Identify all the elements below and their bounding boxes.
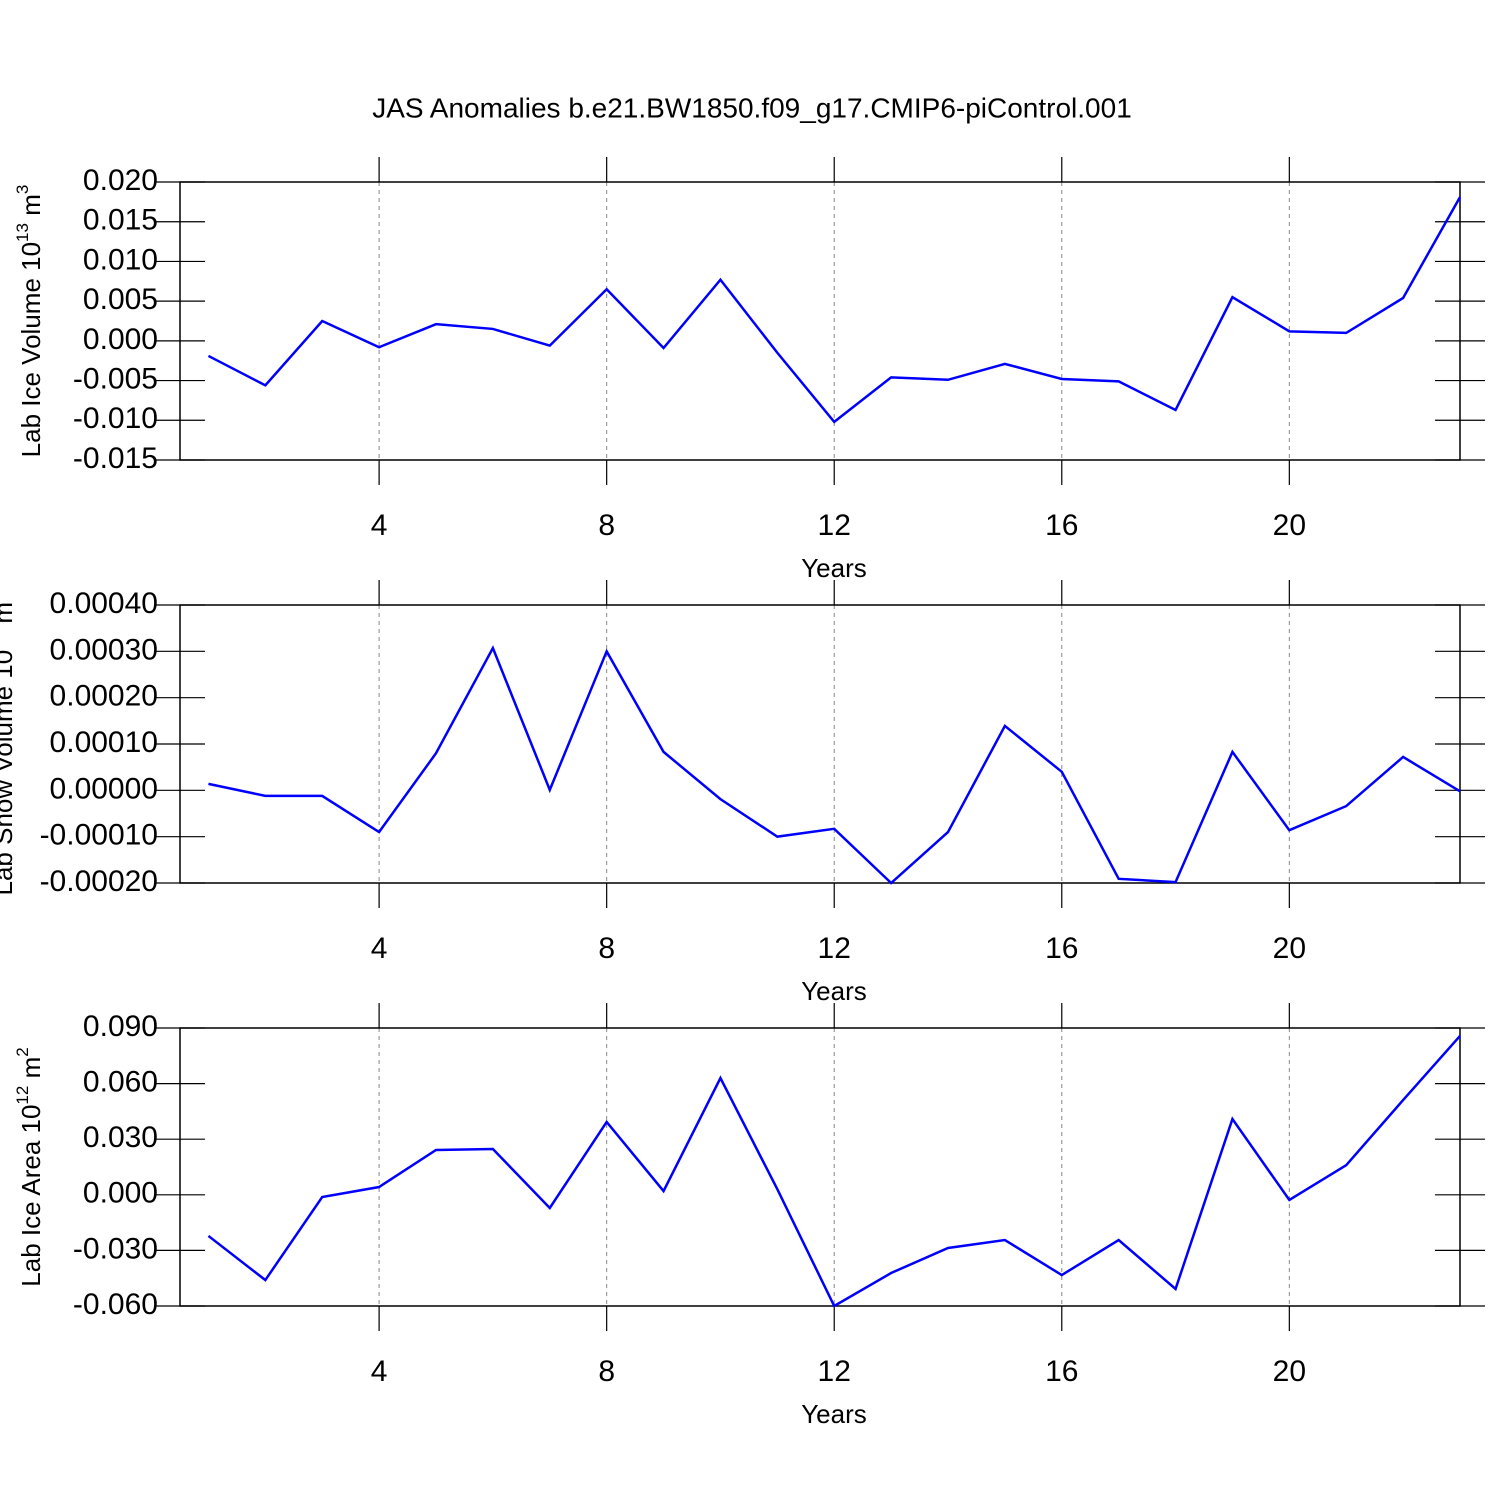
x-tick-label: 20: [1273, 509, 1306, 542]
y-tick-label: 0.000: [83, 323, 158, 356]
x-tick-label: 16: [1045, 509, 1078, 542]
panel: 4 8 12 16 20 -0.00020 -0.00010 0.00000 0.00010 0.…: [0, 580, 1485, 1006]
y-tick-label: -0.060: [73, 1288, 158, 1321]
y-tick-label: -0.00010: [40, 819, 158, 852]
x-axis-label: Years: [801, 553, 867, 583]
data-line: [207, 1035, 1461, 1308]
x-tick-label: 12: [818, 1355, 851, 1388]
y-tick-label: 0.010: [83, 243, 158, 276]
x-tick-label: 20: [1273, 932, 1306, 965]
y-label-text: m: [16, 194, 46, 223]
y-label-exponent: 3: [0, 592, 4, 601]
y-tick-label: 0.00030: [50, 633, 158, 666]
y-tick-label: 0.000: [83, 1177, 158, 1210]
y-label-exponent: 2: [13, 1047, 32, 1056]
x-tick-label: 16: [1045, 1355, 1078, 1388]
plot-frame: [179, 181, 1461, 461]
x-tick-label: 12: [818, 509, 851, 542]
y-tick-label: 0.00000: [50, 772, 158, 805]
y-label-exponent: 13: [0, 631, 4, 650]
x-tick-label: 4: [371, 932, 388, 965]
y-label-text: Lab Snow Volume 10: [0, 650, 18, 896]
y-tick-label: 0.00040: [50, 587, 158, 620]
y-axis-label: Lab Snow Volume 1013 m3: [0, 592, 18, 895]
y-label-text: m: [0, 602, 18, 631]
x-tick-label: 20: [1273, 1355, 1306, 1388]
x-tick-label: 8: [598, 509, 615, 542]
y-label-exponent: 3: [13, 185, 32, 194]
x-tick-label: 12: [818, 932, 851, 965]
y-tick-label: -0.010: [73, 402, 158, 435]
y-tick-label: 0.00010: [50, 726, 158, 759]
y-tick-label: 0.030: [83, 1121, 158, 1154]
chart-title: JAS Anomalies b.e21.BW1850.f09_g17.CMIP6…: [372, 92, 1132, 123]
plot-frame: [179, 1027, 1461, 1307]
y-axis-label: Lab Ice Area 1012 m2: [13, 1047, 46, 1286]
y-tick-label: -0.015: [73, 442, 158, 475]
x-tick-label: 4: [371, 509, 388, 542]
x-tick-label: 4: [371, 1355, 388, 1388]
x-axis-label: Years: [801, 1399, 867, 1429]
y-tick-label: 0.090: [83, 1010, 158, 1043]
y-axis-label: Lab Ice Volume 1013 m3: [13, 185, 46, 458]
y-tick-label: -0.00020: [40, 865, 158, 898]
y-label-text: m: [16, 1057, 46, 1086]
panel: 4 8 12 16 20 -0.060 -0.030 0.000 0.030 0.060 0.090…: [13, 1003, 1485, 1429]
y-tick-label: 0.060: [83, 1066, 158, 1099]
y-tick-label: 0.005: [83, 283, 158, 316]
x-tick-label: 16: [1045, 932, 1078, 965]
panel: 4 8 12 16 20 -0.015 -0.010 -0.005 0.000 0.005 0.01…: [13, 157, 1485, 583]
data-line: [208, 645, 1461, 885]
y-label-exponent: 13: [13, 223, 32, 242]
plot-frame: [179, 604, 1461, 884]
y-tick-label: -0.005: [73, 362, 158, 395]
x-tick-label: 8: [598, 1355, 615, 1388]
y-label-exponent: 12: [13, 1086, 32, 1105]
y-tick-label: -0.030: [73, 1232, 158, 1265]
y-label-text: Lab Ice Volume 10: [16, 242, 46, 457]
y-tick-label: 0.015: [83, 204, 158, 237]
y-tick-label: 0.00020: [50, 680, 158, 713]
y-label-text: Lab Ice Area 10: [16, 1105, 46, 1287]
x-tick-label: 8: [598, 932, 615, 965]
y-tick-label: 0.020: [83, 164, 158, 197]
data-line: [207, 196, 1462, 424]
x-axis-label: Years: [801, 976, 867, 1006]
